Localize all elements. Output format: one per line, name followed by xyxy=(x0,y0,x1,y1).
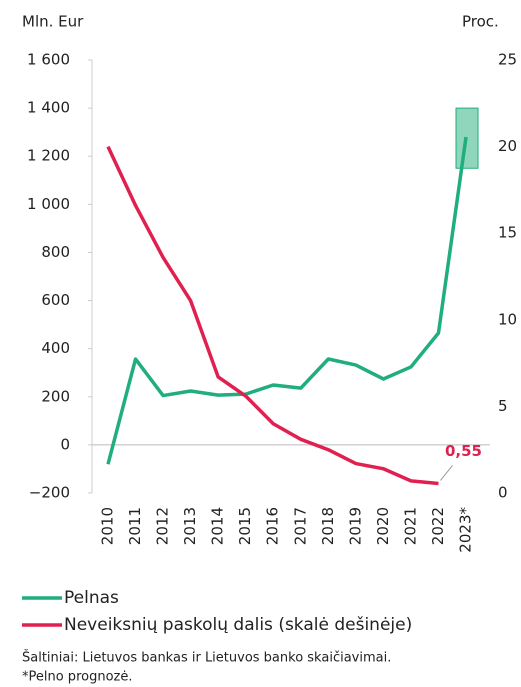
x-tick-label: 2017 xyxy=(291,507,309,545)
legend-label: Pelnas xyxy=(64,588,119,608)
x-tick-label: 2023* xyxy=(457,507,475,553)
x-tick-label: 2016 xyxy=(264,507,282,545)
x-tick-label: 2011 xyxy=(126,507,144,545)
label-connector xyxy=(440,465,453,481)
x-tick-label: 2022 xyxy=(429,507,447,545)
source: Šaltiniai: Lietuvos bankas ir Lietuvos b… xyxy=(22,650,391,666)
y2-tick-label: 20 xyxy=(498,137,517,155)
y2-tick-label: 0 xyxy=(498,484,508,502)
y-tick-label: 1 400 xyxy=(27,99,70,117)
x-tick-label: 2014 xyxy=(209,507,227,545)
x-tick-label: 2021 xyxy=(401,507,419,545)
note: *Pelno prognozė. xyxy=(22,670,132,685)
line-series xyxy=(106,145,439,486)
y-axis-label: Mln. Eur xyxy=(22,13,84,31)
y2-tick-label: 25 xyxy=(498,51,517,69)
line-series xyxy=(106,136,468,465)
x-tick-label: 2019 xyxy=(346,507,364,545)
y-tick-label: 200 xyxy=(41,387,70,405)
y-tick-label: 1 600 xyxy=(27,51,70,69)
x-tick-label: 2020 xyxy=(374,507,392,545)
y-tick-label: 400 xyxy=(41,339,70,357)
value-label: 0,55 xyxy=(445,442,482,460)
y2-axis-label: Proc. xyxy=(462,13,499,31)
x-tick-label: 2013 xyxy=(181,507,199,545)
x-tick-label: 2015 xyxy=(236,507,254,545)
y2-tick-label: 15 xyxy=(498,224,517,242)
x-tick-label: 2018 xyxy=(319,507,337,545)
y-tick-label: 0 xyxy=(60,435,70,453)
legend-label: Neveiksnių paskolų dalis (skalė dešinėje… xyxy=(64,615,412,635)
y-tick-label: 800 xyxy=(41,243,70,261)
y2-tick-label: 10 xyxy=(498,310,517,328)
y-tick-label: 1 200 xyxy=(27,147,70,165)
y-tick-label: 600 xyxy=(41,291,70,309)
y-tick-label: −200 xyxy=(29,484,70,502)
x-tick-label: 2012 xyxy=(154,507,172,545)
y2-tick-label: 5 xyxy=(498,397,508,415)
y-tick-label: 1 000 xyxy=(27,195,70,213)
x-tick-label: 2010 xyxy=(99,507,117,545)
